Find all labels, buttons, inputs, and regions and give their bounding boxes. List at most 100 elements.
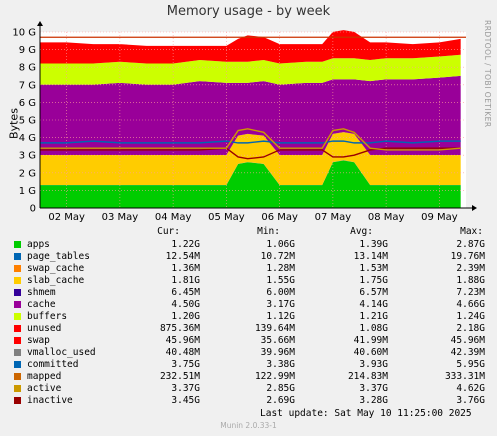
- legend-value-min: 39.96M: [260, 347, 295, 358]
- legend-value-min: 3.17G: [266, 299, 295, 310]
- legend-label: slab_cache: [27, 275, 85, 286]
- legend-label: unused: [27, 323, 62, 334]
- legend-row-shmem: shmem 6.45M 6.00M 6.57M 7.23M: [0, 287, 497, 299]
- legend-label: apps: [27, 239, 50, 250]
- legend-label: buffers: [27, 311, 68, 322]
- legend-value-cur: 45.96M: [165, 335, 200, 346]
- y-tick-label: 1 G: [19, 186, 36, 197]
- legend-value-avg: 40.60M: [353, 347, 388, 358]
- legend-label: vmalloc_used: [27, 347, 96, 358]
- legend-swatch: [14, 313, 21, 320]
- legend-value-avg: 4.14G: [359, 299, 388, 310]
- legend-label: shmem: [27, 287, 56, 298]
- y-tick-label: 2 G: [19, 168, 36, 179]
- legend-value-cur: 232.51M: [159, 371, 200, 382]
- line-committed: [40, 140, 461, 144]
- legend-value-max: 4.62G: [456, 383, 485, 394]
- legend-value-max: 2.18G: [456, 323, 485, 334]
- legend-value-cur: 1.20G: [171, 311, 200, 322]
- legend-value-max: 4.66G: [456, 299, 485, 310]
- x-tick-label: 07 May: [315, 212, 352, 223]
- legend-value-avg: 1.53M: [359, 263, 388, 274]
- y-tick-label: 0: [30, 204, 36, 215]
- legend-value-cur: 40.48M: [165, 347, 200, 358]
- legend-value-avg: 1.21G: [359, 311, 388, 322]
- legend-swatch: [14, 325, 21, 332]
- legend-row-apps: apps 1.22G 1.06G 1.39G 2.87G: [0, 239, 497, 251]
- x-tick-label: 03 May: [102, 212, 139, 223]
- legend-value-cur: 1.22G: [171, 239, 200, 250]
- y-tick-label: 9 G: [19, 45, 36, 56]
- legend-value-min: 1.06G: [266, 239, 295, 250]
- memory-chart: 0 1 G 2 G 3 G 4 G 5 G 6 G 7 G 8 G 9 G 10 G 02 May 03…: [12, 21, 477, 223]
- legend-value-max: 2.87G: [456, 239, 485, 250]
- x-tick-label: 09 May: [421, 212, 458, 223]
- legend-value-cur: 6.45M: [171, 287, 200, 298]
- area-buffers: [40, 54, 461, 85]
- legend-label: inactive: [27, 395, 73, 406]
- x-axis-arrow: [472, 205, 477, 211]
- chart-title: Memory usage - by week: [166, 4, 331, 19]
- legend-value-cur: 875.36M: [159, 323, 200, 334]
- legend-label: cache: [27, 299, 56, 310]
- legend-swatch: [14, 289, 21, 296]
- y-tick-label: 3 G: [19, 151, 36, 162]
- legend-value-cur: 12.54M: [165, 251, 200, 262]
- legend-value-min: 1.12G: [266, 311, 295, 322]
- legend-value-avg: 1.75G: [359, 275, 388, 286]
- legend-swatch: [14, 385, 21, 392]
- legend-row-unused: unused 875.36M 139.64M 1.08G 2.18G: [0, 323, 497, 335]
- line-series-group: [40, 36, 466, 160]
- area-cache: [40, 75, 461, 156]
- legend-value-avg: 3.28G: [359, 395, 388, 406]
- legend-label: swap_cache: [27, 263, 85, 274]
- legend-value-avg: 13.14M: [353, 251, 388, 262]
- legend-value-max: 1.24G: [456, 311, 485, 322]
- legend-swatch: [14, 397, 21, 404]
- axes-group: 0 1 G 2 G 3 G 4 G 5 G 6 G 7 G 8 G 9 G 10 G 02 May 03…: [12, 21, 477, 223]
- y-tick-label: 5 G: [19, 116, 36, 127]
- legend-header-cur: Cur:: [157, 226, 180, 237]
- legend-row-page_tables: page_tables 12.54M 10.72M 13.14M 19.76M: [0, 251, 497, 263]
- legend-swatch: [14, 265, 21, 272]
- legend-swatch: [14, 373, 21, 380]
- legend-label: committed: [27, 359, 79, 370]
- legend-header-max: Max:: [460, 226, 483, 237]
- legend-row-slab_cache: slab_cache 1.81G 1.55G 1.75G 1.88G: [0, 275, 497, 287]
- legend-row-swap_cache: swap_cache 1.36M 1.28M 1.53M 2.39M: [0, 263, 497, 275]
- legend-value-min: 10.72M: [260, 251, 295, 262]
- legend-value-max: 1.88G: [456, 275, 485, 286]
- legend-value-avg: 41.99M: [353, 335, 388, 346]
- legend-value-avg: 1.39G: [359, 239, 388, 250]
- x-tick-label: 08 May: [368, 212, 405, 223]
- legend-value-min: 6.00M: [266, 287, 295, 298]
- y-tick-label: 8 G: [19, 63, 36, 74]
- legend-value-avg: 3.93G: [359, 359, 388, 370]
- legend-row-cache: cache 4.50G 3.17G 4.14G 4.66G: [0, 299, 497, 311]
- legend-header-min: Min:: [257, 226, 280, 237]
- x-tick-label: 04 May: [155, 212, 192, 223]
- legend-value-cur: 3.45G: [171, 395, 200, 406]
- rrdtool-credit: RRDTOOL / TOBI OETIKER: [483, 20, 492, 128]
- legend-row-active: active 3.37G 2.85G 3.37G 4.62G: [0, 383, 497, 395]
- legend-value-max: 2.39M: [456, 263, 485, 274]
- legend-value-max: 333.31M: [444, 371, 485, 382]
- legend-value-max: 42.39M: [450, 347, 485, 358]
- grid-group: [40, 31, 466, 209]
- legend-value-avg: 6.57M: [359, 287, 388, 298]
- legend-value-max: 5.95G: [456, 359, 485, 370]
- legend-row-inactive: inactive 3.45G 2.69G 3.28G 3.76G: [0, 395, 497, 407]
- x-tick-label: 06 May: [261, 212, 298, 223]
- legend-value-min: 1.55G: [266, 275, 295, 286]
- legend-value-min: 122.99M: [254, 371, 295, 382]
- legend-row-committed: committed 3.75G 3.38G 3.93G 5.95G: [0, 359, 497, 371]
- legend-value-cur: 1.81G: [171, 275, 200, 286]
- legend-value-avg: 214.83M: [347, 371, 388, 382]
- legend-label: active: [27, 383, 62, 394]
- area-series-group: [40, 30, 461, 208]
- legend-value-max: 45.96M: [450, 335, 485, 346]
- legend-label: swap: [27, 335, 50, 346]
- legend-row-buffers: buffers 1.20G 1.12G 1.21G 1.24G: [0, 311, 497, 323]
- area-apps: [40, 160, 461, 208]
- legend-swatch: [14, 253, 21, 260]
